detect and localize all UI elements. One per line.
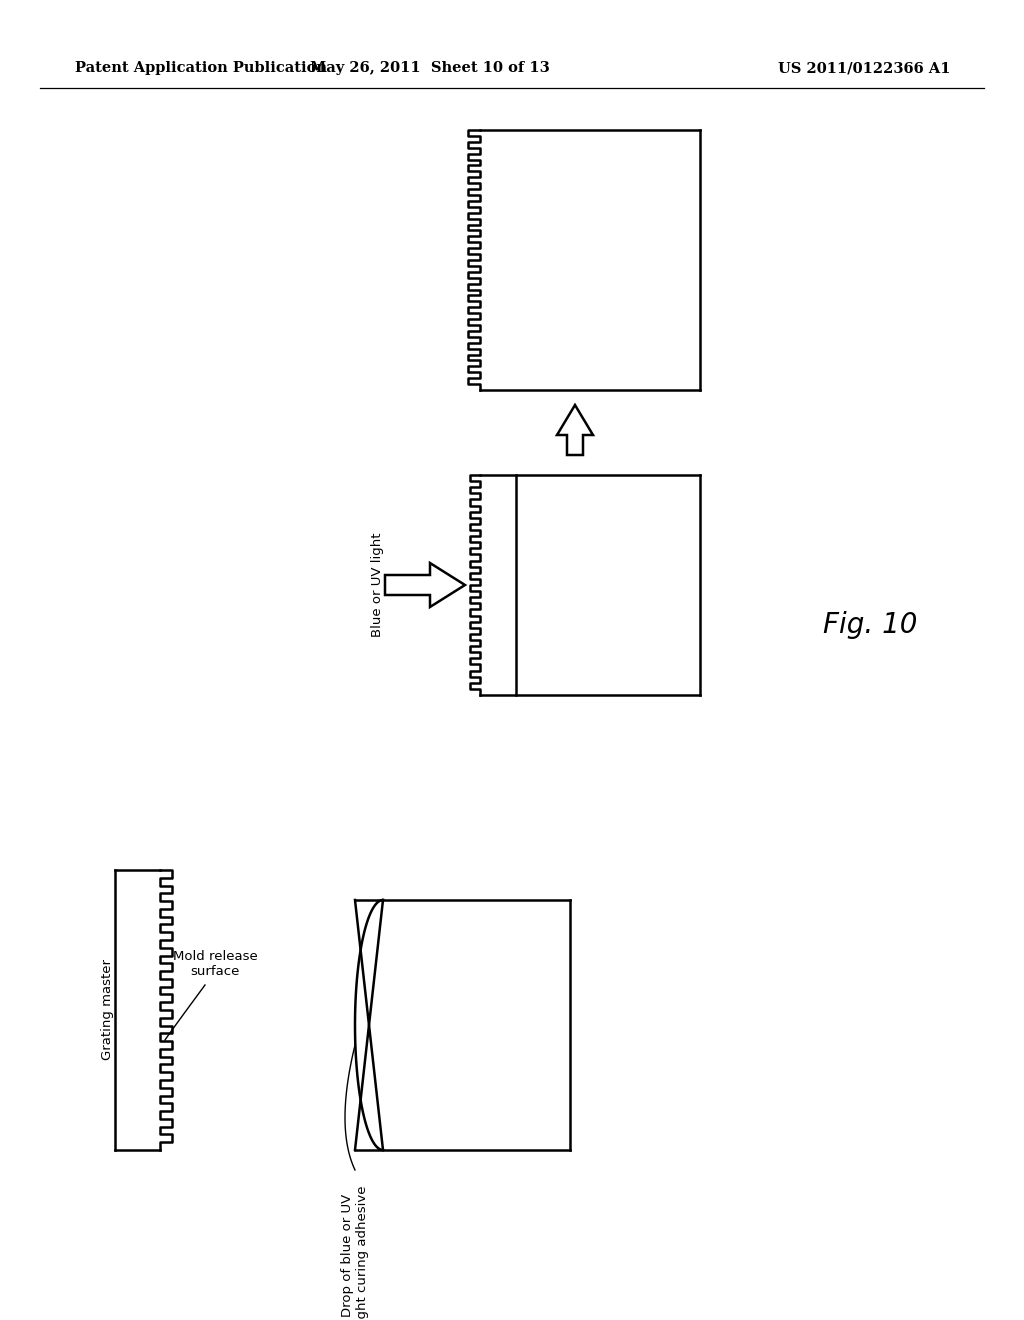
- Text: Fig. 10: Fig. 10: [823, 611, 918, 639]
- Text: US 2011/0122366 A1: US 2011/0122366 A1: [777, 61, 950, 75]
- Text: May 26, 2011  Sheet 10 of 13: May 26, 2011 Sheet 10 of 13: [310, 61, 550, 75]
- Text: Patent Application Publication: Patent Application Publication: [75, 61, 327, 75]
- Text: Drop of blue or UV
light curing adhesive: Drop of blue or UV light curing adhesive: [341, 1185, 369, 1320]
- Text: Grating master: Grating master: [100, 960, 114, 1060]
- Text: Mold release
surface: Mold release surface: [173, 950, 257, 978]
- Text: Blue or UV light: Blue or UV light: [371, 533, 384, 638]
